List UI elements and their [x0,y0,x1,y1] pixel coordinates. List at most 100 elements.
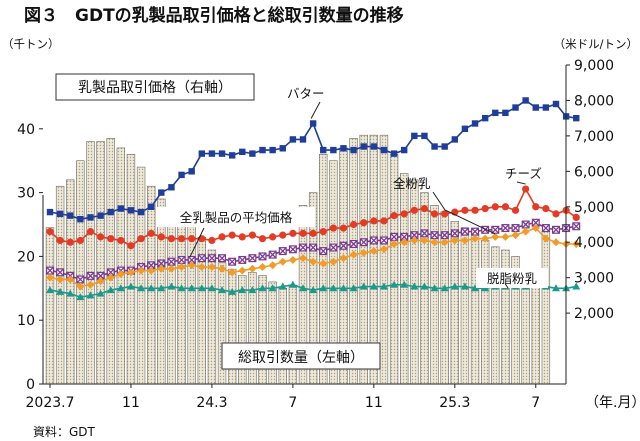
point-mark [379,245,388,254]
point-mark [421,132,428,140]
point-mark [117,205,125,212]
point-mark [299,243,308,252]
point-mark [380,217,388,225]
point-mark [471,206,479,214]
point-mark [76,236,84,245]
bar-mark [278,287,287,385]
point-mark [228,287,237,295]
point-mark [481,234,490,243]
point-mark [258,284,267,292]
point-mark [177,263,186,272]
point-mark [46,286,54,294]
point-mark [177,255,186,264]
point-mark [410,236,419,245]
point-mark [320,146,327,154]
point-mark [76,282,85,291]
butter-label: バター [287,86,325,101]
point-mark [420,229,429,238]
point-mark [400,238,409,247]
point-mark [147,229,155,237]
bar-mark [491,246,500,385]
point-mark [461,206,469,214]
point-mark [491,225,500,234]
point-mark [77,215,84,223]
left-axis-unit: （千トン） [2,37,60,51]
point-mark [329,257,338,266]
point-mark [552,284,560,292]
bar-mark [45,227,55,385]
point-mark [511,224,520,233]
point-mark [187,284,196,292]
point-mark [278,257,287,266]
point-mark [370,217,378,225]
point-mark [147,284,156,292]
point-mark [339,224,348,232]
x-tick-label: 2023.7 [26,395,75,411]
point-mark [471,227,480,236]
point-mark [288,245,297,254]
point-mark [218,286,227,294]
point-mark [218,264,227,273]
bar-mark [379,134,389,385]
point-mark [258,235,267,243]
point-mark [430,238,439,247]
point-mark [339,254,348,263]
point-mark [349,250,358,259]
point-mark [288,280,297,288]
smp-label-bg [476,268,548,288]
point-mark [46,227,54,236]
point-mark [157,284,166,292]
point-mark [359,282,368,290]
point-mark [268,261,277,270]
point-mark [541,234,550,243]
point-mark [572,239,581,248]
point-mark [339,284,348,292]
volume-legend-box [221,342,381,370]
right-tick-label: 4,000 [574,235,614,251]
point-mark [218,233,226,241]
point-mark [430,284,439,292]
point-mark [207,254,216,263]
point-mark [228,268,237,277]
point-mark [208,236,216,245]
point-mark [45,266,54,275]
point-mark [440,238,449,247]
point-mark [87,214,94,221]
point-mark [66,289,75,297]
point-mark [147,266,156,275]
point-mark [501,232,510,241]
point-mark [450,236,459,245]
point-mark [411,132,418,140]
point-mark [218,150,226,157]
point-mark [127,242,135,250]
point-mark [168,184,175,191]
point-mark [96,289,105,297]
right-tick-label: 6,000 [574,164,614,180]
point-mark [350,220,358,229]
point-mark [279,145,286,152]
point-mark [238,286,247,294]
point-mark [542,104,550,111]
point-mark [238,255,247,264]
left-tick-label: 30 [17,186,35,202]
point-mark [56,287,65,295]
cheese-leader [516,181,526,185]
axes-group: 0 10 20 30 40 2,000 3,000 4,000 5,000 6,000 7,000 8… [17,58,614,411]
point-mark [400,210,408,218]
point-mark [319,284,328,292]
point-mark [269,146,276,154]
point-mark [460,236,469,245]
point-mark [46,273,54,282]
point-mark [66,238,74,246]
point-mark [177,284,186,292]
point-mark [278,282,287,290]
point-mark [288,255,297,264]
point-mark [299,136,307,143]
point-mark [390,280,399,288]
point-mark [471,284,480,292]
point-mark [279,231,287,239]
point-mark [56,275,65,284]
point-mark [521,227,530,236]
point-mark [501,224,510,233]
point-mark [379,282,388,290]
